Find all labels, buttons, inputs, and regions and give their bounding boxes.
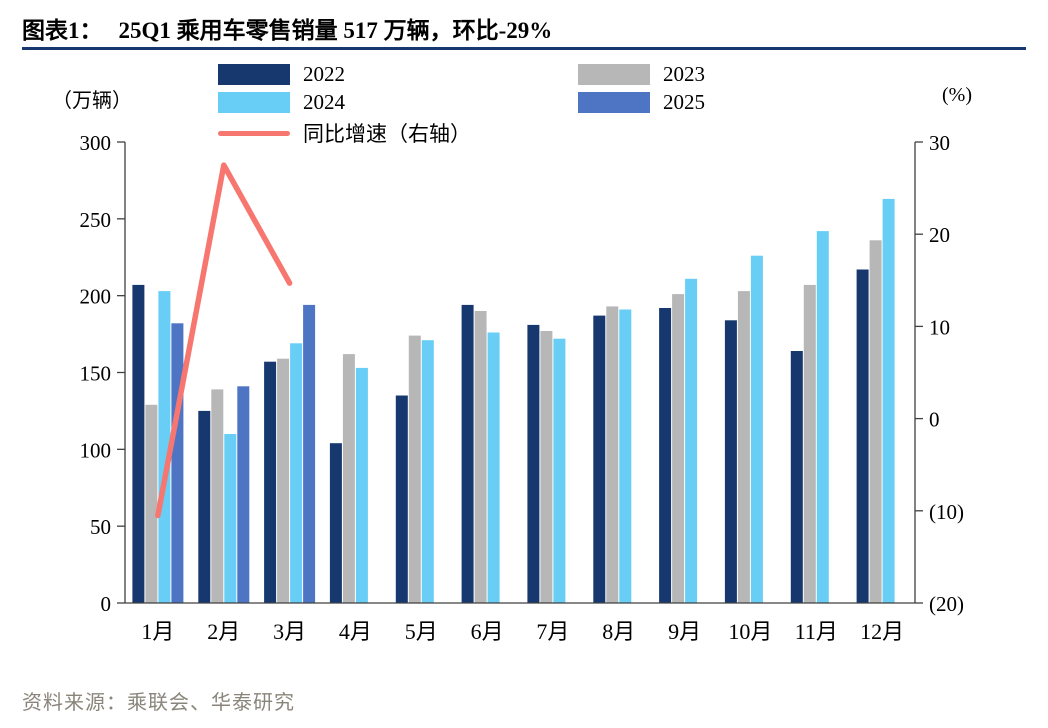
legend-item-2023: 2023 [578, 62, 705, 87]
legend-swatch-2023 [578, 64, 650, 85]
bar-2025-2月 [237, 386, 250, 603]
legend-label-2022: 2022 [303, 62, 345, 86]
bar-2022-7月 [527, 324, 540, 603]
x-category-label: 4月 [339, 619, 372, 644]
title-divider [22, 47, 1026, 50]
legend-label-2024: 2024 [303, 90, 345, 114]
bar-2022-5月 [395, 395, 408, 603]
bar-2023-4月 [342, 354, 355, 603]
bar-2023-7月 [540, 331, 553, 603]
legend-label-2025: 2025 [663, 90, 705, 114]
bar-2023-2月 [211, 389, 224, 603]
x-category-label: 9月 [668, 619, 701, 644]
left-tick-label: 250 [80, 208, 112, 232]
legend-label-growth-line: 同比增速（右轴） [303, 122, 471, 146]
x-category-label: 8月 [602, 619, 635, 644]
legend-label-2023: 2023 [663, 62, 705, 86]
source-note: 资料来源：乘联会、华泰研究 [22, 692, 295, 714]
bar-2022-1月 [132, 284, 145, 603]
legend-swatch-2022 [218, 64, 290, 85]
bar-2023-3月 [277, 358, 290, 603]
left-tick-label: 50 [90, 515, 111, 539]
bar-2024-2月 [224, 434, 237, 603]
bar-2022-3月 [264, 361, 277, 603]
bar-2023-5月 [408, 335, 421, 603]
bar-2024-1月 [158, 291, 171, 603]
legend-item-2025: 2025 [578, 90, 705, 115]
bar-2025-1月 [171, 323, 184, 603]
left-tick-label: 300 [80, 131, 112, 155]
bar-2024-7月 [553, 338, 566, 603]
left-tick-label: 0 [101, 592, 112, 616]
legend-swatch-growth-line [218, 130, 290, 136]
bar-2025-3月 [303, 304, 316, 603]
x-category-label: 12月 [860, 619, 904, 644]
figure-label: 图表1： [22, 18, 103, 43]
page-title: 图表1： 25Q1 乘用车零售销量 517 万辆，环比-29% [22, 11, 552, 45]
right-tick-label: 0 [929, 408, 940, 432]
x-category-label: 7月 [536, 619, 569, 644]
right-axis-unit-label: (%) [942, 84, 972, 106]
x-category-label: 1月 [141, 619, 174, 644]
bar-2024-5月 [421, 340, 434, 603]
bar-2022-8月 [593, 315, 606, 603]
legend-swatch-2024 [218, 92, 290, 113]
bar-2022-6月 [461, 304, 474, 603]
x-category-label: 10月 [728, 619, 772, 644]
legend-item-2024: 2024 [218, 90, 345, 115]
bar-2024-11月 [816, 231, 829, 603]
right-tick-label: (10) [929, 500, 964, 524]
bar-2024-3月 [290, 343, 303, 603]
right-tick-label: (20) [929, 592, 964, 616]
legend-item-growth-line: 同比增速（右轴） [218, 118, 471, 148]
right-tick-label: 10 [929, 315, 950, 339]
bar-2022-10月 [724, 320, 737, 603]
figure-title-text: 25Q1 乘用车零售销量 517 万辆，环比-29% [118, 18, 553, 43]
bar-2024-4月 [355, 367, 368, 603]
bar-2023-10月 [737, 291, 750, 603]
legend-swatch-2025 [578, 92, 650, 113]
bar-2024-6月 [487, 332, 500, 603]
right-tick-label: 30 [929, 131, 950, 155]
bar-2022-9月 [659, 308, 672, 603]
bar-2024-9月 [685, 278, 698, 603]
bar-2024-8月 [619, 309, 632, 603]
bar-2023-11月 [803, 284, 816, 603]
x-category-label: 11月 [795, 619, 838, 644]
left-tick-label: 100 [80, 438, 112, 462]
x-category-label: 5月 [405, 619, 438, 644]
bar-2023-9月 [672, 294, 685, 603]
bar-2024-10月 [750, 255, 763, 603]
left-tick-label: 150 [80, 362, 112, 386]
right-tick-label: 20 [929, 223, 950, 247]
left-tick-label: 200 [80, 285, 112, 309]
bar-2022-4月 [329, 443, 342, 603]
bar-2022-2月 [198, 410, 211, 603]
x-category-label: 6月 [471, 619, 504, 644]
x-category-label: 3月 [273, 619, 306, 644]
yoy-growth-line [155, 162, 293, 519]
legend-item-2022: 2022 [218, 62, 345, 87]
left-axis-unit-label: （万辆） [52, 90, 132, 112]
bar-2024-12月 [882, 198, 895, 603]
bar-2023-12月 [869, 240, 882, 604]
bar-2022-12月 [856, 269, 869, 603]
x-category-label: 2月 [207, 619, 240, 644]
bar-2022-11月 [790, 351, 803, 603]
bar-2023-8月 [606, 306, 619, 603]
bar-2023-6月 [474, 311, 487, 603]
bar-2023-1月 [145, 404, 158, 603]
